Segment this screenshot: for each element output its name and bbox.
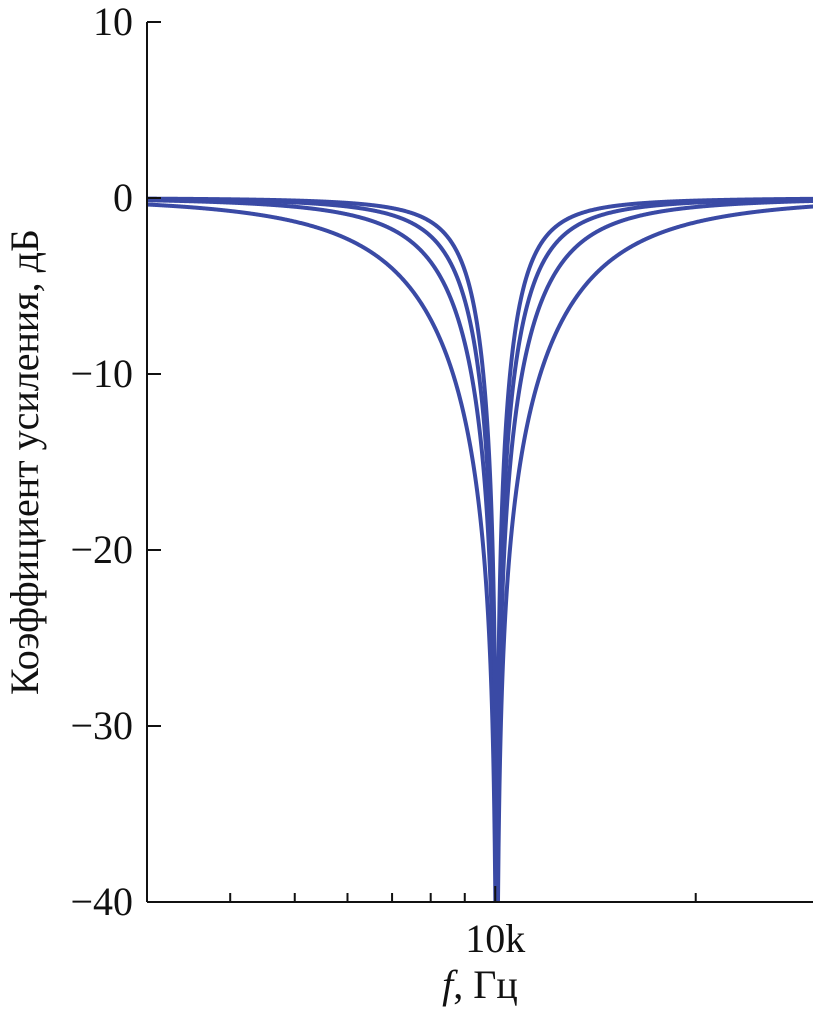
series-line-1: [147, 202, 813, 903]
x-axis-title: f, Гц: [442, 962, 518, 1007]
y-axis-ticks: 10 0 −10 −20 −30 −40: [70, 0, 161, 924]
y-tick-label: 10: [93, 0, 133, 44]
y-tick-label: −40: [70, 879, 133, 924]
y-tick-label: 0: [113, 175, 133, 220]
y-axis-title: Коэффициент усиления, дБ: [2, 229, 47, 695]
x-axis-ticks: 10k: [229, 886, 697, 961]
x-axis-title-unit: , Гц: [453, 962, 518, 1007]
y-tick-label: −10: [70, 351, 133, 396]
series-line-3: [147, 197, 813, 903]
y-tick-label: −30: [70, 703, 133, 748]
series-line-2: [147, 198, 813, 903]
y-tick-label: −20: [70, 527, 133, 572]
x-tick-label: 10k: [465, 916, 525, 961]
series-group: [147, 196, 813, 903]
series-line-4: [147, 196, 813, 903]
